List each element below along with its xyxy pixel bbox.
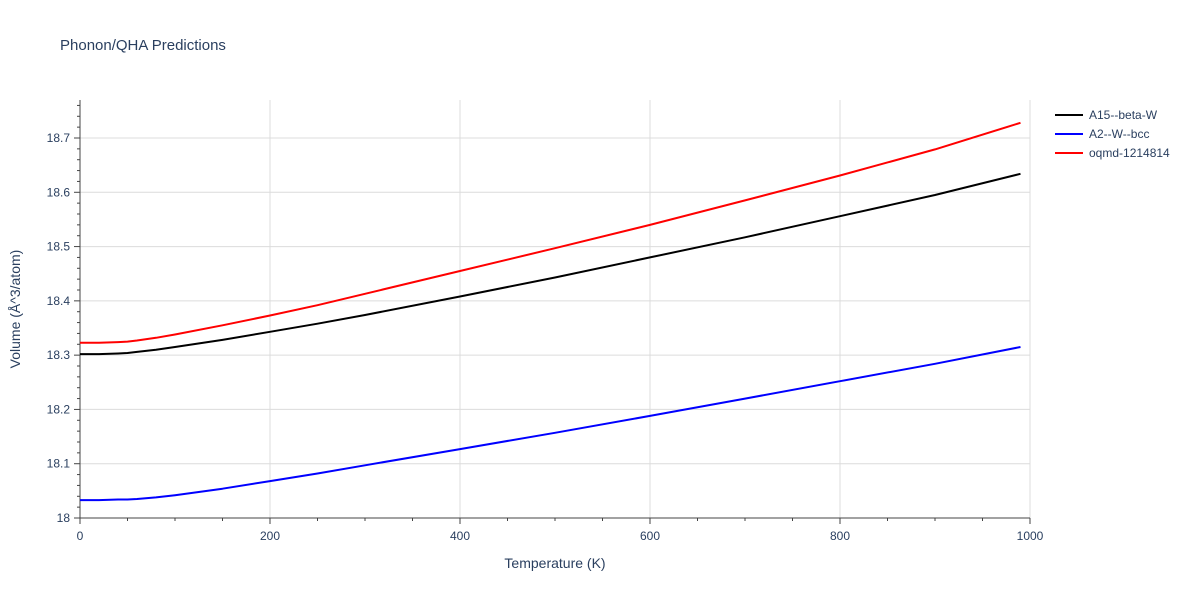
x-tick-label: 800: [830, 529, 850, 543]
legend-label: A2--W--bcc: [1089, 127, 1149, 141]
x-tick-label: 0: [77, 529, 84, 543]
legend-item[interactable]: oqmd-1214814: [1055, 146, 1170, 160]
y-tick-label: 18.6: [47, 185, 71, 199]
x-tick-label: 1000: [1017, 529, 1044, 543]
y-tick-label: 18.2: [47, 402, 71, 416]
legend-label: A15--beta-W: [1089, 108, 1158, 122]
axes: 0 200 400 600 800 1000 18 18.1 18.2 18.3 18.4 18.5 1…: [47, 100, 1044, 543]
y-tick-label: 18.4: [47, 294, 71, 308]
y-tick-label: 18: [57, 511, 71, 525]
x-tick-label: 200: [260, 529, 280, 543]
series-line-A2--W--bcc: [80, 346, 1021, 502]
grid: [80, 100, 1031, 518]
series-line-A15--beta-W: [80, 172, 1021, 356]
y-tick-label: 18.7: [47, 131, 71, 145]
legend-item[interactable]: A2--W--bcc: [1055, 127, 1149, 141]
legend-label: oqmd-1214814: [1089, 146, 1170, 160]
x-tick-label: 400: [450, 529, 470, 543]
x-tick-label: 600: [640, 529, 660, 543]
legend[interactable]: A15--beta-W A2--W--bcc oqmd-1214814: [1055, 108, 1170, 160]
y-tick-label: 18.1: [47, 457, 71, 471]
series-lines: [80, 121, 1021, 502]
y-tick-label: 18.3: [47, 348, 71, 362]
y-axis-title: Volume (Å^3/atom): [7, 250, 23, 369]
x-axis-title: Temperature (K): [504, 555, 605, 571]
chart-title: Phonon/QHA Predictions: [60, 37, 226, 54]
y-tick-label: 18.5: [47, 240, 71, 254]
series-line-oqmd-1214814: [80, 121, 1021, 344]
legend-item[interactable]: A15--beta-W: [1055, 108, 1158, 122]
